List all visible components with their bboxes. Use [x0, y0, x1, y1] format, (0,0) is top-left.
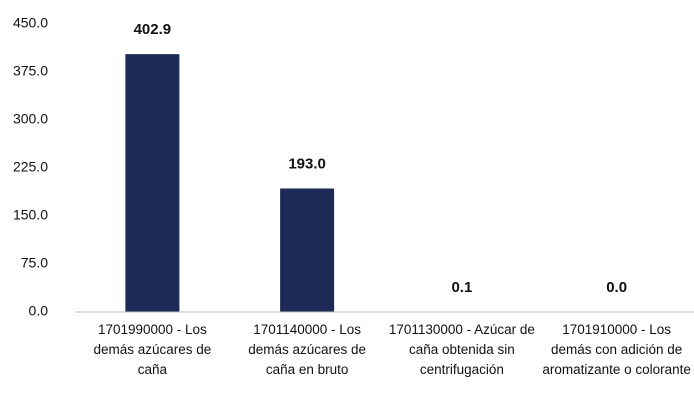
- y-tick-label: 0.0: [29, 303, 49, 319]
- y-tick-label: 450.0: [13, 15, 48, 31]
- y-tick-label: 300.0: [13, 111, 48, 127]
- data-label: 402.9: [134, 21, 172, 38]
- bar: [280, 188, 335, 312]
- y-tick-label: 225.0: [13, 159, 48, 175]
- x-tick-label: 1701990000 - Los demás azúcares de caña: [93, 322, 212, 377]
- y-tick-label: 375.0: [13, 63, 48, 79]
- bar: [125, 54, 180, 312]
- data-label: 0.0: [606, 279, 627, 296]
- x-tick-label: 1701910000 - Los demás con adición de ar…: [542, 322, 691, 377]
- y-tick-label: 75.0: [21, 255, 48, 271]
- data-label: 0.1: [451, 279, 472, 296]
- x-tick-label: 1701140000 - Los demás azúcares de caña …: [248, 322, 367, 377]
- y-tick-label: 150.0: [13, 207, 48, 223]
- x-tick-label: 1701130000 - Azúcar de caña obtenida sin…: [388, 322, 535, 377]
- data-label: 193.0: [288, 155, 326, 172]
